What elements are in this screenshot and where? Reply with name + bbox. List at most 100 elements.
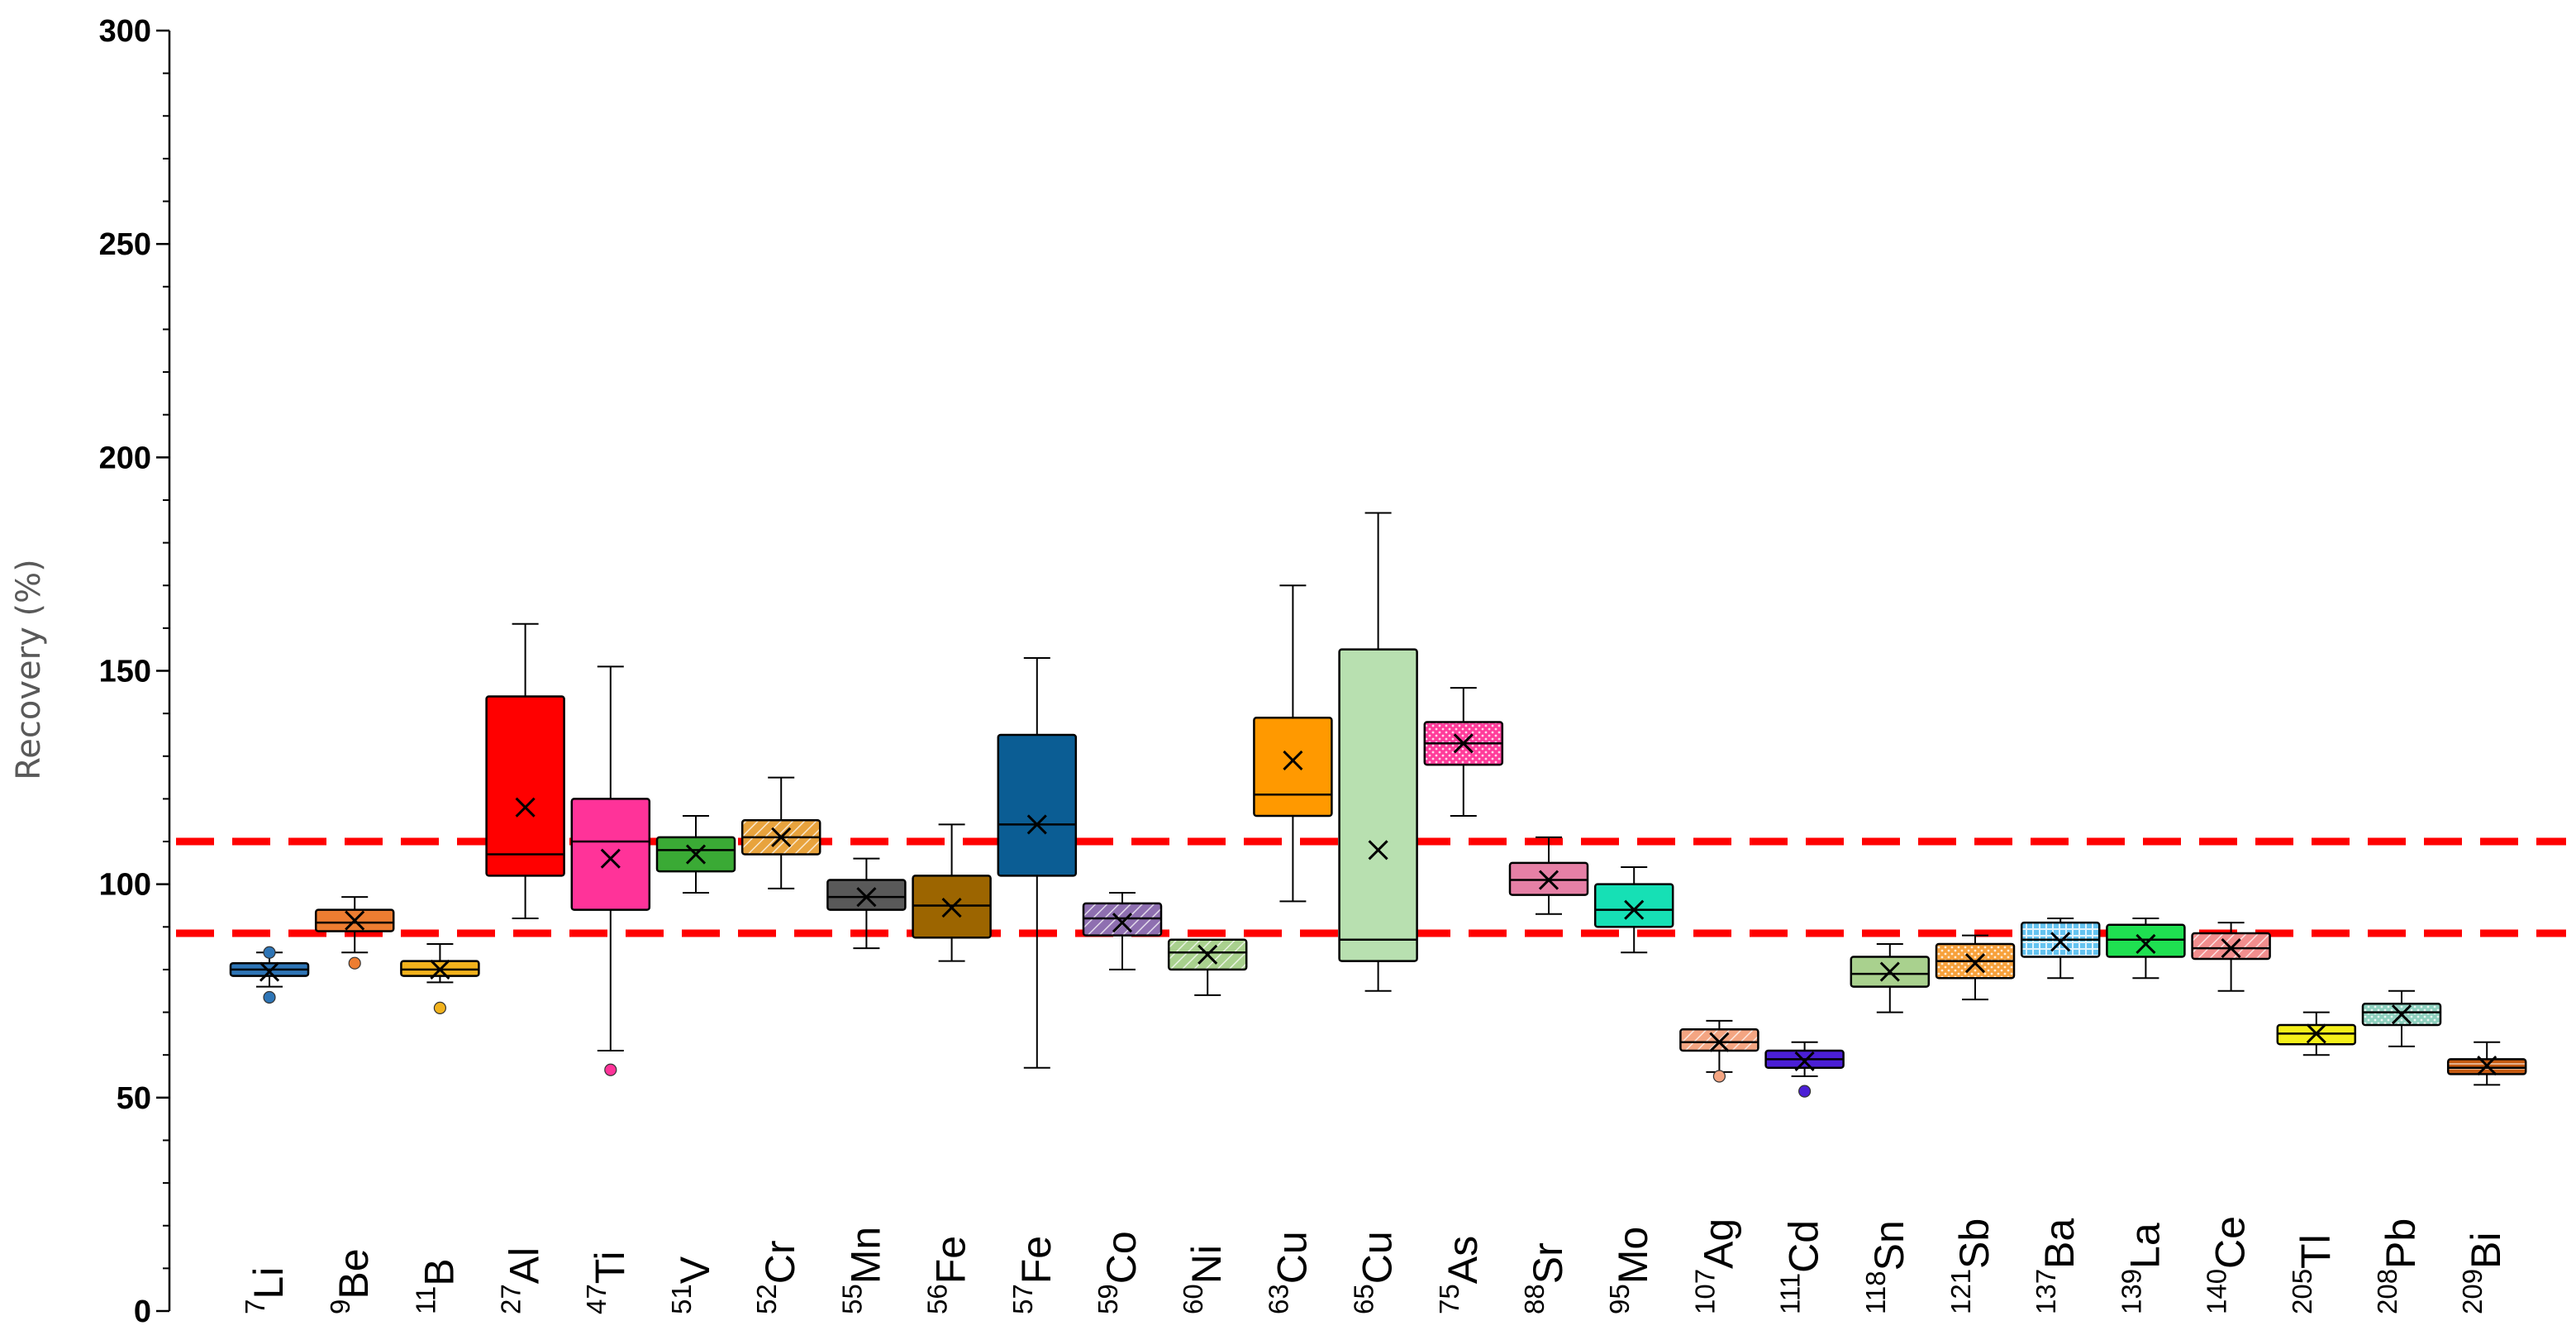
outlier-point	[348, 956, 361, 970]
mean-marker	[2050, 932, 2071, 952]
box-27-al	[485, 622, 565, 919]
y-tick-label: 200	[99, 441, 151, 475]
category-element: Mo	[1610, 1227, 1656, 1284]
category-element: As	[1440, 1236, 1486, 1284]
mean-marker	[1538, 870, 1559, 890]
category-label: 95Mo	[1604, 1227, 1656, 1314]
mean-marker	[1112, 913, 1133, 933]
box-208-pb	[2361, 989, 2442, 1047]
category-mass: 47	[581, 1284, 612, 1314]
mean-marker	[771, 827, 792, 847]
box-outline	[314, 908, 395, 932]
mean-marker	[1964, 953, 1986, 974]
box-series	[229, 512, 2527, 1098]
category-mass: 7	[240, 1299, 270, 1314]
box-body	[998, 734, 1076, 876]
mean-marker	[2391, 1004, 2412, 1025]
mean-marker	[856, 887, 877, 908]
box-outline	[1253, 717, 1333, 818]
box-107-ag	[1679, 1019, 1759, 1083]
category-mass: 55	[836, 1284, 867, 1314]
box-59-co	[1082, 891, 1163, 970]
category-label: 208Pb	[2372, 1218, 2424, 1314]
box-139-la	[2106, 917, 2186, 980]
outlier-point	[1798, 1085, 1812, 1098]
box-56-fe	[912, 823, 992, 962]
category-label: 205Tl	[2287, 1234, 2339, 1314]
category-mass: 121	[1945, 1269, 1976, 1314]
box-11-b	[400, 942, 480, 1015]
box-pattern	[2192, 933, 2270, 960]
mean-marker	[1453, 733, 1474, 754]
y-tick-label: 100	[99, 868, 151, 903]
mean-marker	[1794, 1051, 1815, 1072]
category-mass: 111	[1775, 1273, 1806, 1314]
box-209-bi	[2446, 1041, 2527, 1086]
mean-marker	[2306, 1023, 2326, 1044]
category-label: 55Mn	[836, 1227, 888, 1314]
mean-marker	[685, 844, 707, 865]
box-outline	[1338, 648, 1418, 962]
category-label: 75As	[1434, 1236, 1486, 1314]
box-75-as	[1423, 687, 1504, 818]
category-mass: 139	[2116, 1269, 2146, 1314]
category-label: 139La	[2116, 1223, 2168, 1314]
category-label: 118Sn	[1860, 1220, 1912, 1314]
category-element: Cu	[1355, 1231, 1401, 1284]
box-body	[1254, 718, 1332, 817]
box-137-ba	[2020, 917, 2101, 980]
box-outline	[2446, 1058, 2527, 1075]
mean-marker	[515, 797, 536, 818]
mean-marker	[600, 848, 621, 869]
category-label: 111Cd	[1775, 1220, 1827, 1314]
outlier-point	[433, 1001, 447, 1015]
box-outline	[1167, 938, 1248, 971]
category-element: Ba	[2036, 1218, 2083, 1269]
box-52-cr	[740, 776, 821, 889]
box-57-fe	[997, 657, 1078, 1069]
mean-marker	[2136, 933, 2156, 955]
box-body	[2107, 924, 2185, 957]
category-element: Bi	[2463, 1232, 2509, 1268]
category-mass: 95	[1604, 1284, 1635, 1314]
category-element: Ni	[1183, 1245, 1230, 1284]
category-element: Cu	[1269, 1231, 1315, 1284]
category-mass: 65	[1349, 1284, 1379, 1314]
category-label: 107Ag	[1689, 1218, 1741, 1314]
category-mass: 51	[666, 1284, 697, 1314]
category-mass: 107	[1689, 1269, 1720, 1314]
category-label: 137Ba	[2031, 1218, 2083, 1314]
category-mass: 9	[325, 1299, 355, 1314]
box-121-sb	[1935, 934, 2016, 1001]
mean-marker	[1709, 1032, 1730, 1052]
category-mass: 137	[2031, 1269, 2061, 1314]
box-body	[486, 696, 564, 876]
category-label: 121Sb	[1945, 1218, 1997, 1314]
category-mass: 118	[1860, 1271, 1891, 1314]
box-outline	[570, 798, 651, 911]
mean-marker	[430, 959, 450, 980]
box-205-tl	[2276, 1011, 2357, 1056]
box-outline	[1593, 883, 1674, 928]
category-mass: 75	[1434, 1284, 1464, 1314]
y-tick-label: 50	[117, 1081, 151, 1116]
box-88-sr	[1508, 836, 1589, 915]
category-label: 209Bi	[2457, 1232, 2509, 1314]
mean-marker	[345, 910, 365, 931]
category-mass: 205	[2287, 1269, 2317, 1314]
y-tick-label: 150	[99, 655, 151, 689]
category-label: 27Al	[496, 1247, 548, 1314]
box-body	[827, 880, 906, 910]
category-label: 7Li	[240, 1267, 292, 1314]
box-body	[1339, 649, 1417, 961]
category-element: Li	[245, 1267, 292, 1299]
outlier-point	[263, 990, 276, 1004]
box-body	[571, 799, 650, 910]
y-tick-label: 0	[134, 1294, 151, 1329]
box-outline	[1082, 902, 1163, 937]
category-mass: 208	[2372, 1269, 2402, 1314]
category-element: Ti	[587, 1251, 633, 1284]
category-element: Pb	[2378, 1218, 2424, 1269]
category-mass: 52	[751, 1284, 782, 1314]
category-element: Ag	[1695, 1218, 1741, 1269]
